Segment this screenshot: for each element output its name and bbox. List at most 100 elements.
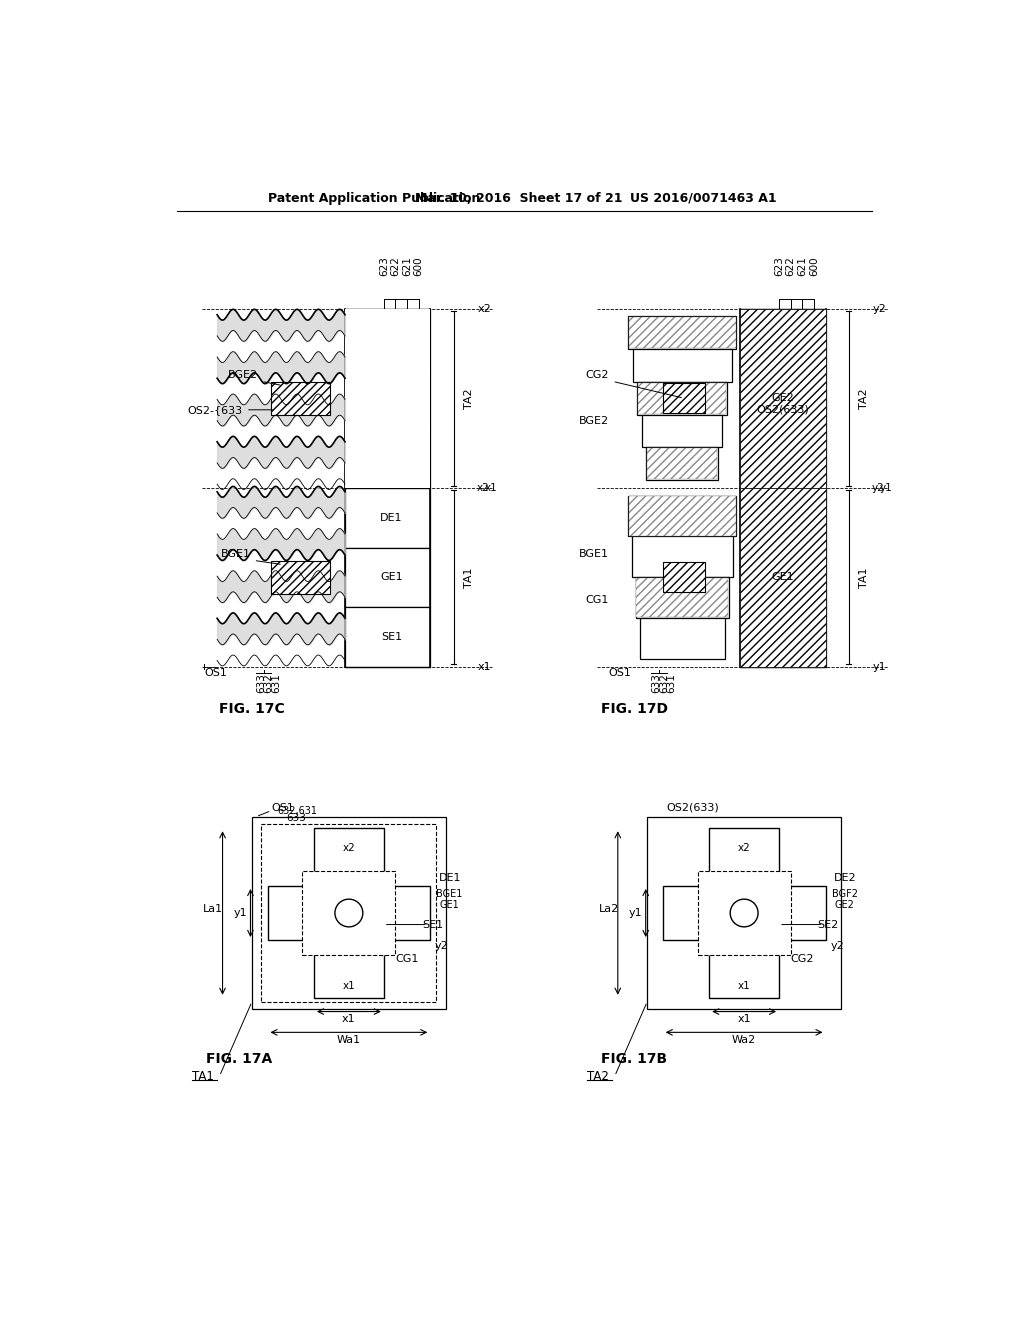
Text: 632: 632 [263,673,273,693]
Bar [740,309,825,488]
Text: x2: x2 [476,483,489,492]
Bar [252,817,445,1010]
Text: GE1: GE1 [380,573,402,582]
Text: TA1: TA1 [191,1069,213,1082]
Text: x2: x2 [737,842,751,853]
Text: OS2-{633: OS2-{633 [187,405,243,414]
Text: 632,631: 632,631 [278,805,317,816]
Bar [345,309,430,368]
Bar [261,825,436,1002]
Text: 631: 631 [667,673,677,693]
Text: BGF2: BGF2 [831,888,858,899]
Text: OS2(633): OS2(633) [667,803,720,813]
Text: y1: y1 [880,483,892,492]
Text: SE2: SE2 [817,920,839,929]
Bar [345,428,430,488]
Text: 622: 622 [390,256,400,276]
Bar [628,317,736,348]
Bar [710,829,779,998]
Text: GE1: GE1 [771,573,795,582]
Bar [740,488,825,667]
Bar [345,607,430,667]
Text: x1: x1 [477,661,492,672]
Bar [267,886,430,940]
Text: 631: 631 [271,673,282,693]
Bar [636,577,729,618]
Text: TA2: TA2 [587,1069,608,1082]
Text: x2: x2 [342,842,355,853]
Bar [633,348,732,381]
Bar [629,496,735,536]
Text: y2: y2 [435,941,449,952]
Text: La1: La1 [203,904,223,915]
Bar [345,488,430,548]
Bar [314,829,384,998]
Text: DE2: DE2 [834,874,856,883]
Text: BGE1: BGE1 [579,549,608,560]
Text: GE2: GE2 [380,393,402,403]
Bar [628,496,736,536]
Text: BGE1: BGE1 [220,549,251,560]
Circle shape [730,899,758,927]
Text: Wa1: Wa1 [337,1035,360,1045]
Text: GE1: GE1 [439,900,460,911]
Bar [642,414,722,447]
Text: CG1: CG1 [585,595,608,606]
Text: 633: 633 [651,673,662,693]
Text: GE2: GE2 [771,393,795,403]
Text: La2: La2 [598,904,618,915]
Bar [663,886,825,940]
Text: 621: 621 [402,256,412,276]
Text: x1: x1 [484,483,497,492]
Text: 632: 632 [658,673,669,693]
Text: y1: y1 [872,661,887,672]
Text: OS1: OS1 [271,803,294,813]
Bar [345,368,430,428]
Text: SE1: SE1 [422,920,443,929]
Text: TA1: TA1 [859,568,869,587]
Text: OS1: OS1 [204,668,227,677]
Bar [636,578,728,618]
Bar [345,368,430,428]
Text: DE1: DE1 [438,874,461,883]
Text: y1: y1 [629,908,642,917]
Bar [638,383,726,414]
Text: x1: x1 [737,981,751,991]
Bar [663,562,706,593]
Text: BGE1: BGE1 [436,888,463,899]
Text: FIG. 17B: FIG. 17B [601,1052,667,1067]
Text: 633: 633 [287,813,306,824]
Text: FIG. 17D: FIG. 17D [601,702,668,715]
Bar [345,548,430,607]
Text: 621: 621 [798,256,807,276]
Text: 623: 623 [379,256,389,276]
Bar [663,383,706,413]
Text: CG1: CG1 [395,954,419,964]
Bar [640,618,725,659]
Text: US 2016/0071463 A1: US 2016/0071463 A1 [630,191,777,205]
Text: GE2: GE2 [835,900,855,911]
Text: Wa2: Wa2 [732,1035,757,1045]
Bar [321,892,378,933]
Text: DE1: DE1 [380,512,402,523]
Text: OS2(633): OS2(633) [757,405,809,414]
Text: CG2: CG2 [791,954,814,964]
Circle shape [335,899,362,927]
Bar [271,561,330,594]
Text: x1: x1 [342,981,355,991]
Bar [740,309,825,488]
Bar [697,871,791,956]
Bar [302,871,395,956]
Bar [647,449,717,479]
Text: OS1: OS1 [608,668,632,677]
Bar [647,817,841,1010]
Text: 600: 600 [809,256,819,276]
Bar [740,488,825,667]
Text: TA1: TA1 [464,568,474,587]
Bar [629,317,735,348]
Text: Mar. 10, 2016  Sheet 17 of 21: Mar. 10, 2016 Sheet 17 of 21 [415,191,623,205]
Text: Patent Application Publication: Patent Application Publication [267,191,480,205]
Text: y2: y2 [872,304,887,314]
Text: BGE2: BGE2 [228,370,258,380]
Text: CG2: CG2 [585,370,608,380]
